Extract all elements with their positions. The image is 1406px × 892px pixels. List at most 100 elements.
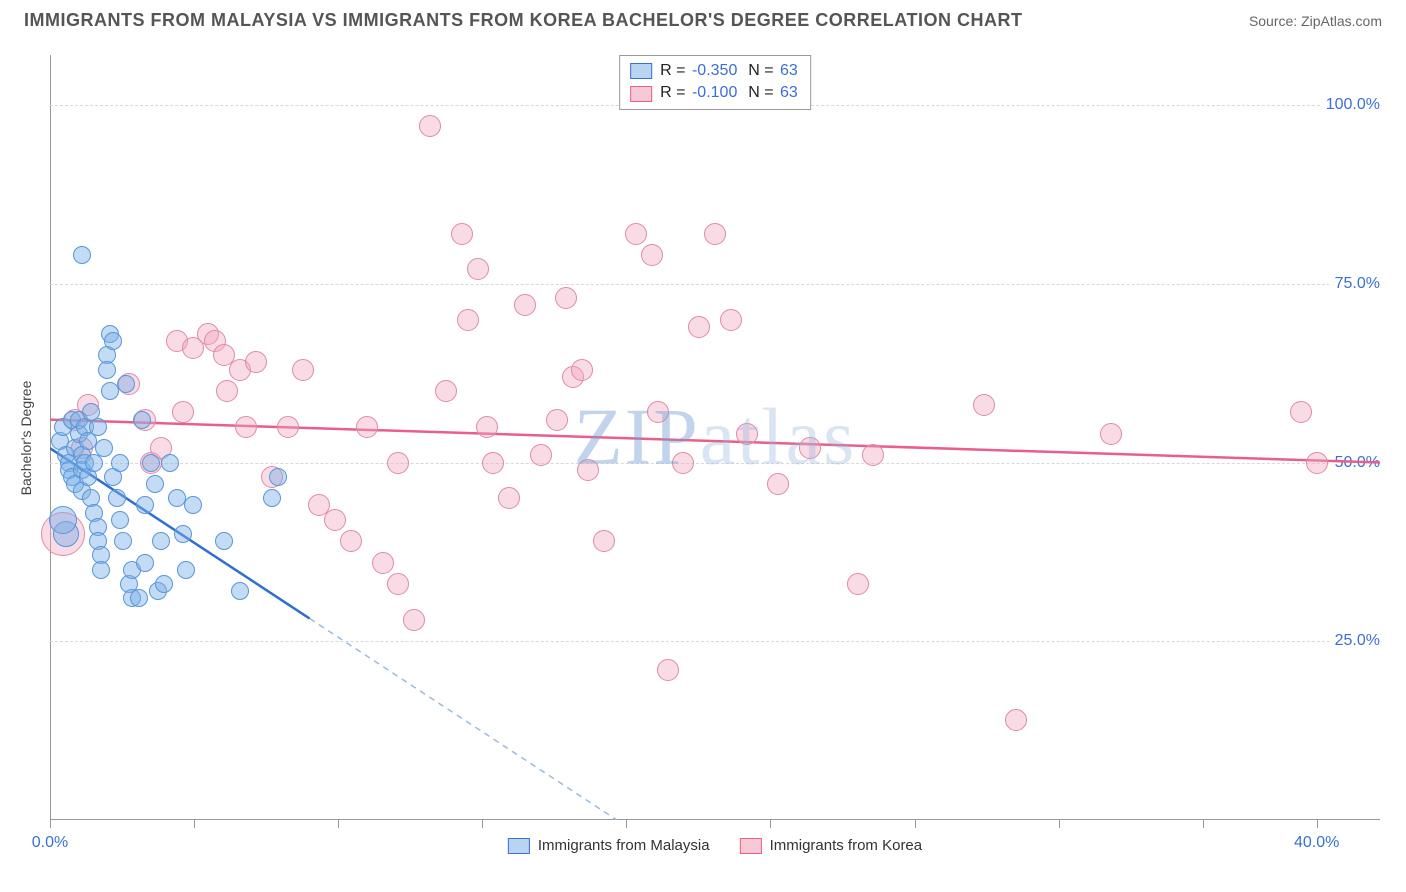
point-malaysia — [142, 454, 160, 472]
correlation-legend: R = -0.350 N = 63R = -0.100 N = 63 — [619, 55, 811, 110]
legend-swatch — [740, 838, 762, 854]
point-korea — [657, 659, 679, 681]
point-korea — [641, 244, 663, 266]
point-korea — [482, 452, 504, 474]
point-korea — [1306, 452, 1328, 474]
point-malaysia — [133, 411, 151, 429]
chart-area: Bachelor's Degree 25.0%50.0%75.0%100.0% … — [50, 55, 1380, 820]
point-korea — [555, 287, 577, 309]
point-korea — [704, 223, 726, 245]
point-malaysia — [49, 506, 77, 534]
x-tick — [1317, 820, 1318, 828]
point-korea — [476, 416, 498, 438]
point-korea — [1005, 709, 1027, 731]
point-malaysia — [117, 375, 135, 393]
point-korea — [451, 223, 473, 245]
point-korea — [577, 459, 599, 481]
x-tick — [482, 820, 483, 828]
point-korea — [593, 530, 615, 552]
chart-title: IMMIGRANTS FROM MALAYSIA VS IMMIGRANTS F… — [24, 10, 1022, 31]
point-korea — [324, 509, 346, 531]
point-korea — [862, 444, 884, 466]
point-korea — [372, 552, 394, 574]
corr-legend-row: R = -0.100 N = 63 — [630, 82, 800, 104]
x-tick-label: 0.0% — [32, 834, 68, 852]
point-malaysia — [92, 561, 110, 579]
point-korea — [847, 573, 869, 595]
point-korea — [514, 294, 536, 316]
point-korea — [736, 423, 758, 445]
point-malaysia — [130, 589, 148, 607]
point-malaysia — [263, 489, 281, 507]
point-malaysia — [269, 468, 287, 486]
point-korea — [672, 452, 694, 474]
point-malaysia — [114, 532, 132, 550]
point-malaysia — [174, 525, 192, 543]
point-malaysia — [136, 554, 154, 572]
point-korea — [571, 359, 593, 381]
x-tick — [915, 820, 916, 828]
series-legend-item: Immigrants from Malaysia — [508, 837, 710, 854]
x-tick-label: 40.0% — [1294, 834, 1339, 852]
y-axis-label: Bachelor's Degree — [18, 380, 34, 495]
point-korea — [387, 573, 409, 595]
point-korea — [767, 473, 789, 495]
point-korea — [973, 394, 995, 416]
point-korea — [387, 452, 409, 474]
point-korea — [340, 530, 362, 552]
point-malaysia — [215, 532, 233, 550]
x-tick — [1059, 820, 1060, 828]
point-korea — [1290, 401, 1312, 423]
header: IMMIGRANTS FROM MALAYSIA VS IMMIGRANTS F… — [0, 0, 1406, 37]
point-korea — [625, 223, 647, 245]
point-korea — [216, 380, 238, 402]
point-korea — [419, 115, 441, 137]
point-malaysia — [155, 575, 173, 593]
point-korea — [172, 401, 194, 423]
scatter-points — [50, 55, 1380, 820]
series-legend: Immigrants from Malaysia Immigrants from … — [508, 837, 922, 854]
point-korea — [799, 437, 821, 459]
point-korea — [720, 309, 742, 331]
point-malaysia — [184, 496, 202, 514]
point-korea — [245, 351, 267, 373]
point-korea — [688, 316, 710, 338]
legend-swatch — [630, 86, 652, 102]
point-korea — [435, 380, 457, 402]
x-tick — [50, 820, 51, 828]
point-korea — [498, 487, 520, 509]
point-korea — [403, 609, 425, 631]
point-malaysia — [111, 511, 129, 529]
point-korea — [546, 409, 568, 431]
point-korea — [235, 416, 257, 438]
point-malaysia — [177, 561, 195, 579]
x-tick — [770, 820, 771, 828]
point-korea — [277, 416, 299, 438]
point-korea — [292, 359, 314, 381]
point-malaysia — [146, 475, 164, 493]
point-malaysia — [161, 454, 179, 472]
point-malaysia — [95, 439, 113, 457]
point-malaysia — [111, 454, 129, 472]
legend-swatch — [508, 838, 530, 854]
point-malaysia — [98, 361, 116, 379]
point-malaysia — [108, 489, 126, 507]
point-malaysia — [104, 332, 122, 350]
source-attr: Source: ZipAtlas.com — [1249, 13, 1382, 29]
corr-legend-row: R = -0.350 N = 63 — [630, 60, 800, 82]
x-tick — [1203, 820, 1204, 828]
point-korea — [457, 309, 479, 331]
point-malaysia — [231, 582, 249, 600]
x-tick — [338, 820, 339, 828]
point-korea — [647, 401, 669, 423]
series-legend-item: Immigrants from Korea — [740, 837, 923, 854]
point-malaysia — [136, 496, 154, 514]
point-korea — [1100, 423, 1122, 445]
x-tick — [626, 820, 627, 828]
x-tick — [194, 820, 195, 828]
legend-swatch — [630, 63, 652, 79]
point-malaysia — [152, 532, 170, 550]
point-malaysia — [73, 246, 91, 264]
point-korea — [530, 444, 552, 466]
point-korea — [467, 258, 489, 280]
